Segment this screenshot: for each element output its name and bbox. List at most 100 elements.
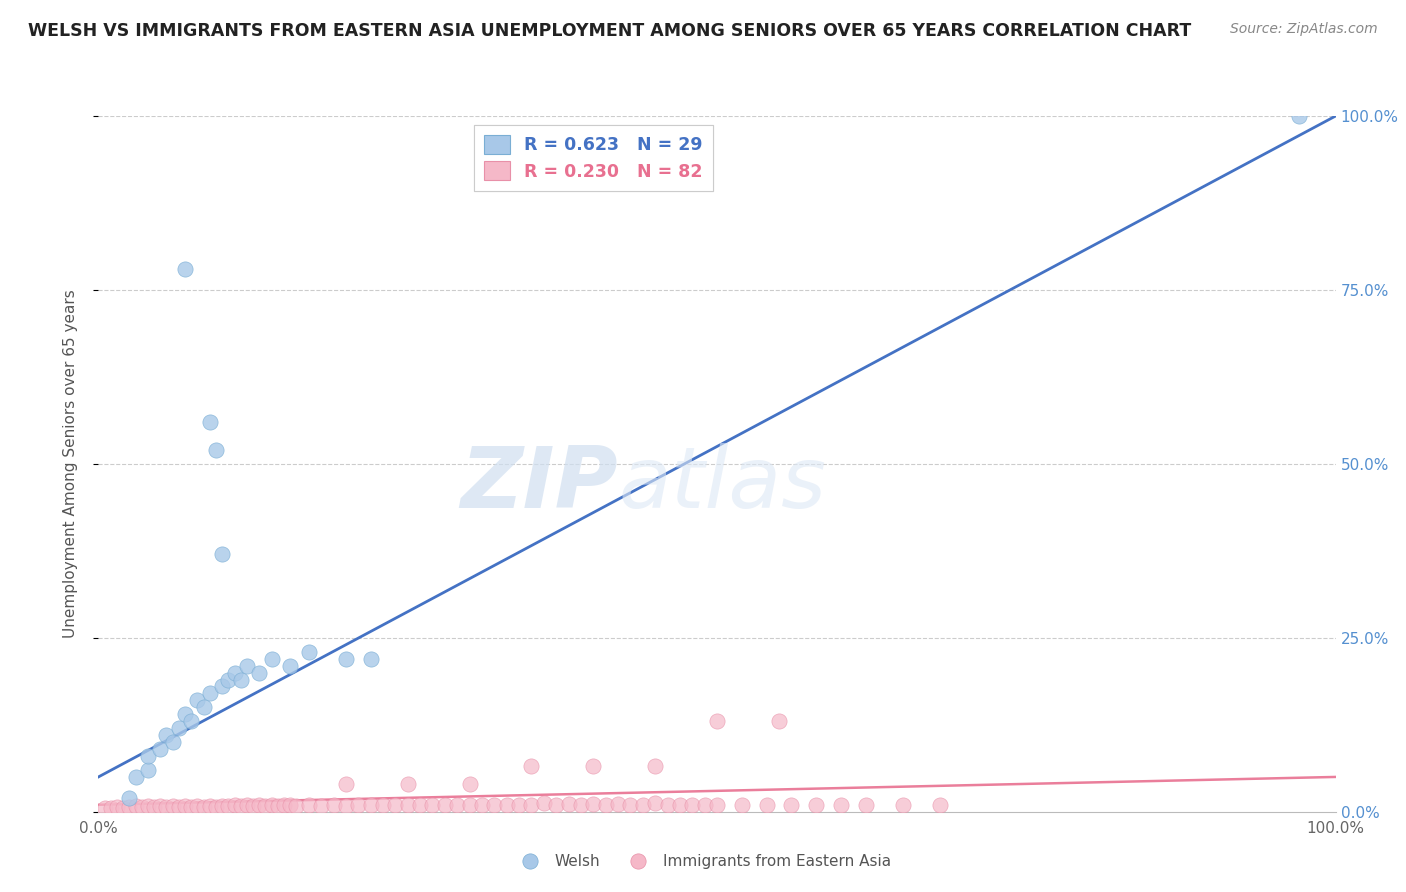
Point bbox=[267, 799, 290, 814]
Point bbox=[891, 797, 914, 812]
Point bbox=[644, 797, 666, 811]
Point bbox=[260, 798, 283, 813]
Point bbox=[198, 415, 221, 429]
Point bbox=[347, 798, 370, 813]
Point bbox=[396, 777, 419, 791]
Point bbox=[124, 799, 146, 814]
Text: WELSH VS IMMIGRANTS FROM EASTERN ASIA UNEMPLOYMENT AMONG SENIORS OVER 65 YEARS C: WELSH VS IMMIGRANTS FROM EASTERN ASIA UN… bbox=[28, 22, 1191, 40]
Point bbox=[112, 800, 135, 814]
Point bbox=[93, 801, 115, 815]
Y-axis label: Unemployment Among Seniors over 65 years: Unemployment Among Seniors over 65 years bbox=[63, 290, 77, 638]
Point bbox=[167, 721, 190, 735]
Point bbox=[211, 547, 233, 561]
Point bbox=[582, 759, 605, 773]
Point bbox=[508, 797, 530, 812]
Point bbox=[211, 799, 233, 814]
Point bbox=[229, 673, 252, 687]
Point bbox=[298, 645, 321, 659]
Point bbox=[928, 797, 950, 812]
Point bbox=[533, 797, 555, 811]
Point bbox=[180, 800, 202, 814]
Point bbox=[211, 680, 233, 694]
Point bbox=[309, 799, 332, 814]
Point bbox=[768, 714, 790, 729]
Point bbox=[582, 797, 605, 811]
Point bbox=[118, 800, 141, 814]
Point bbox=[335, 777, 357, 791]
Point bbox=[607, 797, 630, 811]
Point bbox=[205, 800, 228, 814]
Point bbox=[458, 798, 481, 813]
Point bbox=[105, 800, 128, 814]
Point bbox=[143, 800, 166, 814]
Point bbox=[569, 797, 592, 812]
Point bbox=[278, 798, 301, 813]
Point bbox=[273, 798, 295, 813]
Point bbox=[557, 797, 579, 811]
Point bbox=[396, 797, 419, 812]
Point bbox=[520, 759, 543, 773]
Point bbox=[595, 797, 617, 812]
Point bbox=[681, 797, 703, 812]
Point bbox=[217, 799, 239, 814]
Point bbox=[278, 658, 301, 673]
Point bbox=[285, 799, 308, 814]
Point bbox=[657, 797, 679, 812]
Point bbox=[830, 797, 852, 812]
Point bbox=[162, 799, 184, 814]
Point bbox=[193, 700, 215, 714]
Point bbox=[409, 798, 432, 813]
Text: ZIP: ZIP bbox=[460, 443, 619, 526]
Point bbox=[644, 759, 666, 773]
Point bbox=[186, 693, 208, 707]
Point bbox=[471, 797, 494, 812]
Point bbox=[174, 262, 197, 277]
Point bbox=[433, 797, 456, 812]
Point bbox=[484, 797, 506, 812]
Point bbox=[458, 777, 481, 791]
Point bbox=[155, 728, 177, 742]
Point bbox=[136, 749, 159, 764]
Point bbox=[217, 673, 239, 687]
Point bbox=[731, 797, 754, 812]
Point bbox=[298, 798, 321, 813]
Point bbox=[706, 714, 728, 729]
Point bbox=[136, 799, 159, 814]
Point bbox=[495, 797, 517, 812]
Point bbox=[198, 799, 221, 814]
Point bbox=[224, 798, 246, 813]
Point bbox=[360, 651, 382, 665]
Point bbox=[693, 797, 716, 812]
Point bbox=[136, 763, 159, 777]
Point bbox=[180, 714, 202, 729]
Point bbox=[236, 798, 259, 813]
Point bbox=[193, 800, 215, 814]
Point bbox=[224, 665, 246, 680]
Point bbox=[186, 799, 208, 814]
Point bbox=[755, 797, 778, 812]
Point bbox=[520, 797, 543, 812]
Point bbox=[198, 686, 221, 700]
Point bbox=[780, 797, 803, 812]
Point bbox=[335, 651, 357, 665]
Point bbox=[162, 735, 184, 749]
Point bbox=[247, 798, 270, 813]
Point bbox=[631, 797, 654, 812]
Point bbox=[1288, 109, 1310, 123]
Point bbox=[205, 442, 228, 457]
Text: atlas: atlas bbox=[619, 443, 827, 526]
Legend: R = 0.623   N = 29, R = 0.230   N = 82: R = 0.623 N = 29, R = 0.230 N = 82 bbox=[474, 125, 713, 191]
Point bbox=[855, 797, 877, 812]
Point bbox=[149, 799, 172, 814]
Point bbox=[619, 797, 641, 812]
Point bbox=[236, 658, 259, 673]
Point bbox=[149, 742, 172, 756]
Point bbox=[804, 797, 827, 812]
Point bbox=[254, 799, 277, 814]
Point bbox=[174, 799, 197, 814]
Point bbox=[669, 797, 692, 812]
Point bbox=[371, 798, 394, 813]
Point bbox=[247, 665, 270, 680]
Point bbox=[174, 707, 197, 722]
Text: Source: ZipAtlas.com: Source: ZipAtlas.com bbox=[1230, 22, 1378, 37]
